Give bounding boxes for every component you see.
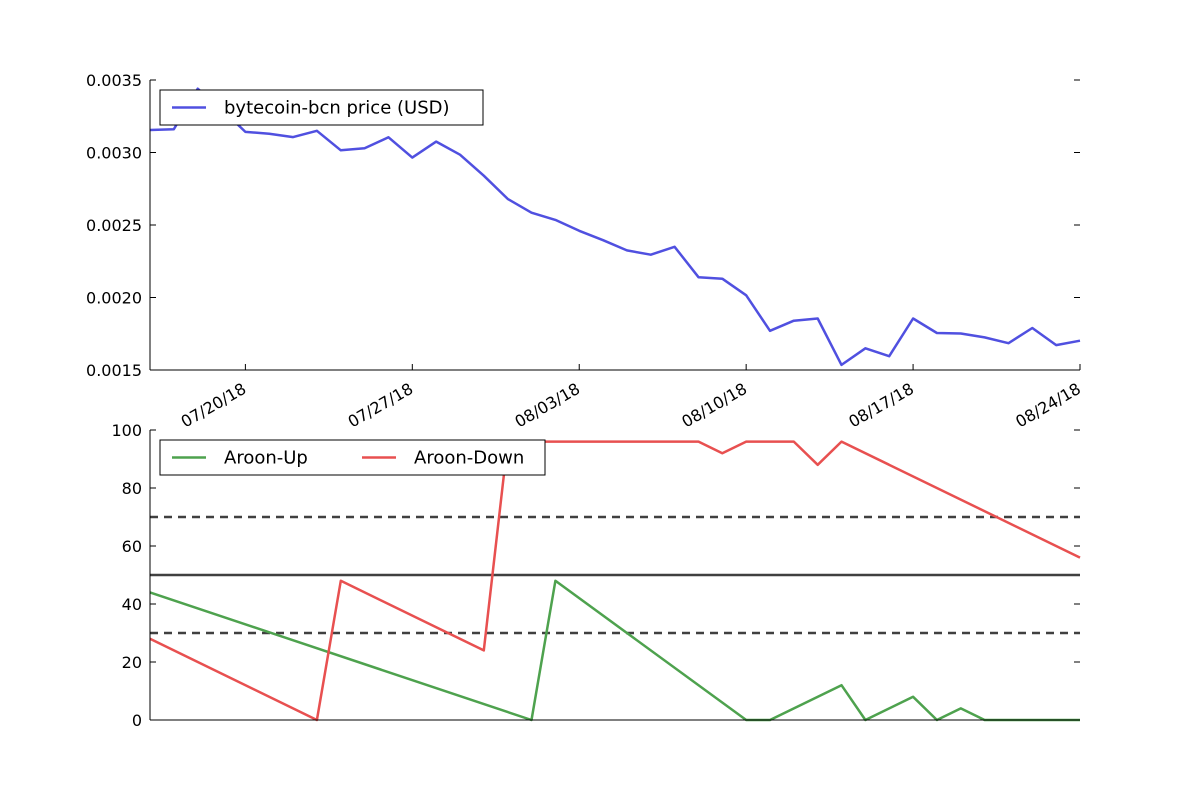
legend-label: Aroon-Up <box>224 448 308 469</box>
y-tick-label: 20 <box>122 653 142 672</box>
legend-label: Aroon-Down <box>414 448 524 469</box>
legend-box <box>159 89 484 126</box>
y-tick-label: 0 <box>132 711 142 730</box>
y-tick-label: 0.0020 <box>86 289 142 308</box>
aroon-legend: Aroon-Up Aroon-Down <box>159 439 546 476</box>
y-tick-label: 80 <box>122 479 142 498</box>
y-tick-label: 60 <box>122 537 142 556</box>
aroon-chart-panel: 0 20 40 60 80 100 Aroon-Up Aroon-Down <box>111 421 1081 730</box>
legend-label: bytecoin-bcn price (USD) <box>224 98 450 119</box>
y-tick-label: 40 <box>122 595 142 614</box>
y-tick-label: 100 <box>111 421 142 440</box>
y-tick-label: 0.0025 <box>86 216 142 235</box>
series-line-aroon-up <box>149 579 1080 722</box>
legend-box <box>159 439 546 476</box>
series-line-bytecoin-bcn-price-usd <box>149 87 1081 367</box>
y-tick-label: 0.0030 <box>86 144 142 163</box>
y-tick-label: 0.0035 <box>86 71 142 90</box>
y-tick-label: 0.0015 <box>86 361 142 380</box>
price-legend: bytecoin-bcn price (USD) <box>159 89 484 126</box>
series-line-aroon-down <box>149 440 1081 722</box>
